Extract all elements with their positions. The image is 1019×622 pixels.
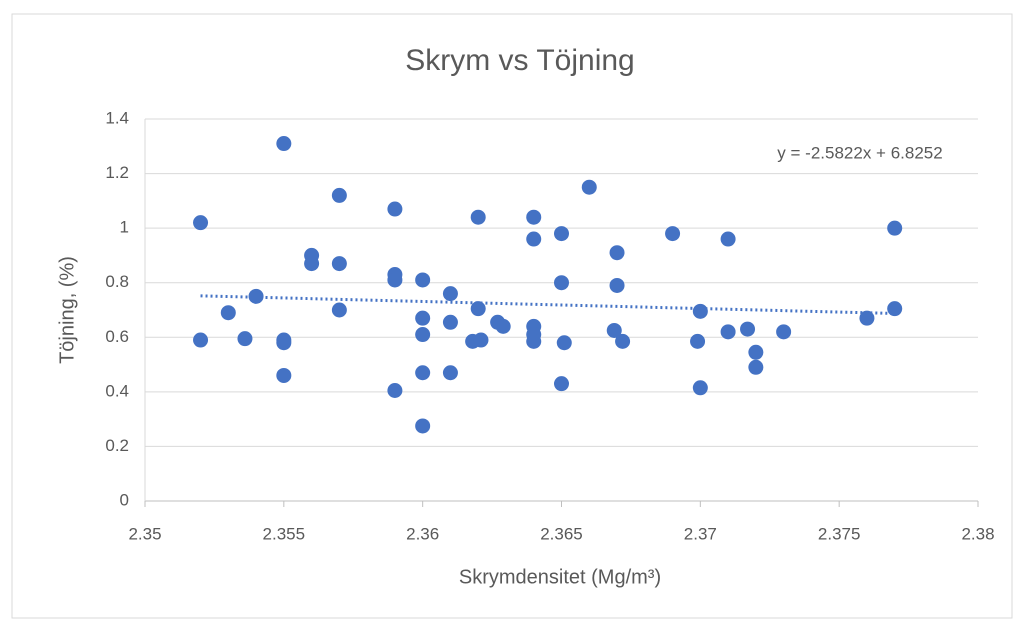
point <box>220 305 236 321</box>
point <box>720 324 736 340</box>
trendline-label: y = -2.5822x + 6.8252 <box>777 143 942 162</box>
point <box>193 215 209 231</box>
point <box>276 367 292 383</box>
point <box>387 201 403 217</box>
point <box>690 333 706 349</box>
point <box>331 256 347 272</box>
point <box>554 275 569 291</box>
chart-title: Skrym vs Töjning <box>405 44 635 77</box>
point <box>740 321 756 337</box>
point <box>554 226 569 242</box>
trendline <box>200 294 895 315</box>
point <box>526 209 542 225</box>
x-tick-label: 2.38 <box>961 524 994 543</box>
point <box>237 331 253 347</box>
x-tick-label: 2.36 <box>406 524 439 543</box>
point <box>331 302 347 318</box>
point <box>331 187 347 203</box>
y-tick-label: 0.4 <box>105 381 129 400</box>
point <box>470 209 486 225</box>
point <box>193 332 209 348</box>
point <box>470 301 486 317</box>
point <box>248 288 264 304</box>
y-tick-label: 0 <box>120 490 129 509</box>
point <box>665 226 681 242</box>
point <box>387 382 403 398</box>
point <box>442 286 458 302</box>
y-axis-label: Töjning, (%) <box>56 256 78 364</box>
x-tick-label: 2.355 <box>263 524 306 543</box>
x-tick-label: 2.375 <box>818 524 861 543</box>
point <box>556 335 572 351</box>
point <box>442 314 458 330</box>
point <box>887 301 903 317</box>
x-tick-label: 2.37 <box>684 524 717 543</box>
point <box>304 256 320 272</box>
point <box>859 310 875 326</box>
x-tick-label: 2.365 <box>540 524 583 543</box>
point <box>415 310 431 326</box>
chart-border <box>11 13 1013 619</box>
point <box>442 365 458 381</box>
point <box>387 272 403 288</box>
point <box>415 272 431 288</box>
y-tick-label: 1 <box>120 218 129 237</box>
point <box>581 179 597 195</box>
point <box>526 333 542 349</box>
point <box>526 231 542 247</box>
y-tick-label: 0.8 <box>105 272 129 291</box>
x-tick-label: 2.35 <box>128 524 161 543</box>
point <box>276 136 292 152</box>
point <box>776 324 792 340</box>
point <box>887 220 903 236</box>
point <box>609 245 625 261</box>
x-axis-label: Skrymdensitet (Mg/m³) <box>459 566 661 588</box>
y-tick-label: 0.2 <box>105 436 129 455</box>
point <box>415 365 431 381</box>
y-tick-label: 0.6 <box>105 327 129 346</box>
point <box>720 231 736 247</box>
point <box>615 333 631 349</box>
y-tick-label: 1.2 <box>105 163 129 182</box>
point <box>748 359 764 375</box>
point <box>606 322 622 338</box>
y-tick-label: 1.4 <box>105 108 129 127</box>
point <box>609 277 625 293</box>
point <box>415 418 431 434</box>
point <box>473 332 489 348</box>
point <box>495 318 511 334</box>
point <box>554 376 569 392</box>
point <box>748 344 764 360</box>
point <box>692 380 708 396</box>
point <box>415 327 431 343</box>
point <box>276 335 292 351</box>
point <box>692 303 708 319</box>
